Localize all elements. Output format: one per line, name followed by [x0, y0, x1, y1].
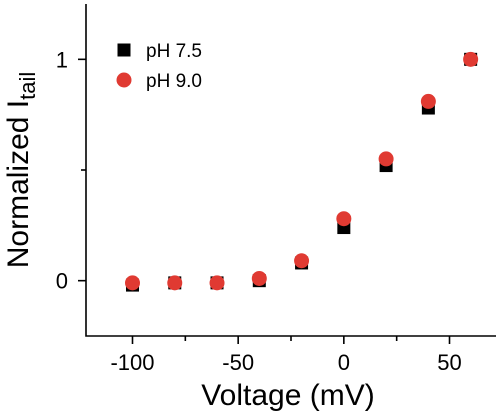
point-ph-9-0 — [420, 93, 436, 109]
x-axis-title: Voltage (mV) — [201, 379, 374, 412]
x-tick-label: -50 — [222, 350, 254, 375]
x-tick-label: 50 — [437, 350, 461, 375]
point-ph-9-0 — [463, 51, 479, 67]
point-ph-9-0 — [336, 211, 352, 227]
data-points — [124, 51, 479, 292]
point-ph-9-0 — [167, 275, 183, 291]
y-axis-title: Normalized Itail — [2, 72, 40, 269]
axis-ticks: -100 -50 0 50 0 1 — [56, 47, 462, 375]
y-tick-label: 0 — [56, 269, 68, 294]
legend-marker-square — [117, 43, 131, 57]
point-ph-9-0 — [124, 275, 140, 291]
y-axis-title-main: Normalized I — [2, 100, 35, 268]
axis-frame — [85, 4, 496, 337]
legend-marker-circle — [116, 72, 132, 88]
y-axis-title-subscript: tail — [15, 72, 40, 100]
point-ph-9-0 — [251, 270, 267, 286]
legend-label: pH 7.5 — [146, 41, 202, 62]
point-ph-9-0 — [378, 151, 394, 167]
x-tick-label: 0 — [338, 350, 350, 375]
legend-label: pH 9.0 — [146, 71, 202, 92]
y-tick-label: 1 — [56, 47, 68, 72]
plot-axes — [85, 4, 496, 337]
point-ph-9-0 — [209, 275, 225, 291]
legend: pH 7.5 pH 9.0 — [116, 41, 202, 92]
x-tick-label: -100 — [110, 350, 154, 375]
point-ph-9-0 — [294, 253, 310, 269]
